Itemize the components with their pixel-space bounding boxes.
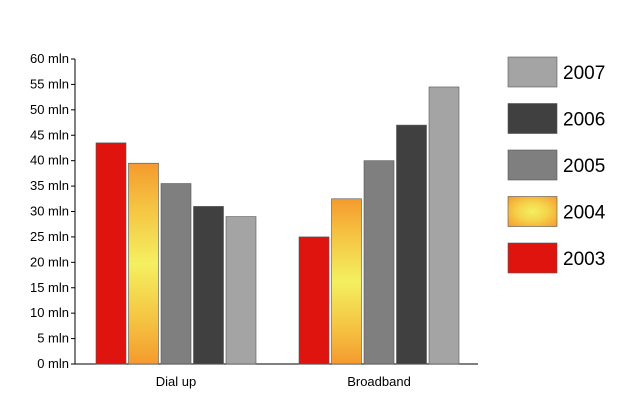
legend-swatch-2006 <box>507 103 558 134</box>
y-tick-label: 60 mln <box>30 51 69 66</box>
x-tick-labels: Dial up Broadband <box>156 374 411 389</box>
legend-swatch-2005 <box>507 149 558 181</box>
bar-dial-up-2007 <box>225 216 257 365</box>
y-tick-label: 10 mln <box>30 305 69 320</box>
y-tick-label: 50 mln <box>30 102 69 117</box>
legend-label-2005: 2005 <box>563 156 605 177</box>
y-tick-label: 0 mln <box>37 356 69 371</box>
bar-dial-up-2006 <box>193 206 224 365</box>
y-tick-label: 55 mln <box>30 76 69 91</box>
legend: 2007 2006 2005 2004 2003 <box>507 56 606 274</box>
bar-broadband-2007 <box>428 86 460 365</box>
y-tick-label: 25 mln <box>30 229 69 244</box>
y-tick-label: 15 mln <box>30 280 69 295</box>
y-tick-label: 5 mln <box>37 331 69 346</box>
legend-label-2007: 2007 <box>563 63 605 84</box>
y-tick-label: 30 mln <box>30 204 69 219</box>
x-tick-label: Dial up <box>156 374 196 389</box>
bar-broadband-2006 <box>396 124 427 365</box>
x-tick-label: Broadband <box>347 374 411 389</box>
bar-dial-up-2005 <box>160 183 192 365</box>
bar-dial-up-2003 <box>95 142 127 365</box>
bars <box>95 86 460 365</box>
y-tick-label: 40 mln <box>30 153 69 168</box>
bar-broadband-2003 <box>298 236 330 365</box>
legend-label-2004: 2004 <box>563 203 606 224</box>
legend-label-2003: 2003 <box>563 249 605 270</box>
bar-broadband-2004 <box>331 198 362 365</box>
bar-dial-up-2004 <box>128 162 159 365</box>
legend-swatch-2007 <box>507 56 558 88</box>
y-tick-label: 35 mln <box>30 178 69 193</box>
axes: 0 mln 5 mln 10 mln 15 mln 20 mln 25 mln 30 mln… <box>30 51 478 371</box>
legend-swatch-2004 <box>507 196 558 227</box>
y-tick-label: 45 mln <box>30 127 69 142</box>
bar-broadband-2005 <box>363 160 395 365</box>
legend-swatch-2003 <box>507 242 558 274</box>
legend-label-2006: 2006 <box>563 110 605 131</box>
y-tick-label: 20 mln <box>30 254 69 269</box>
